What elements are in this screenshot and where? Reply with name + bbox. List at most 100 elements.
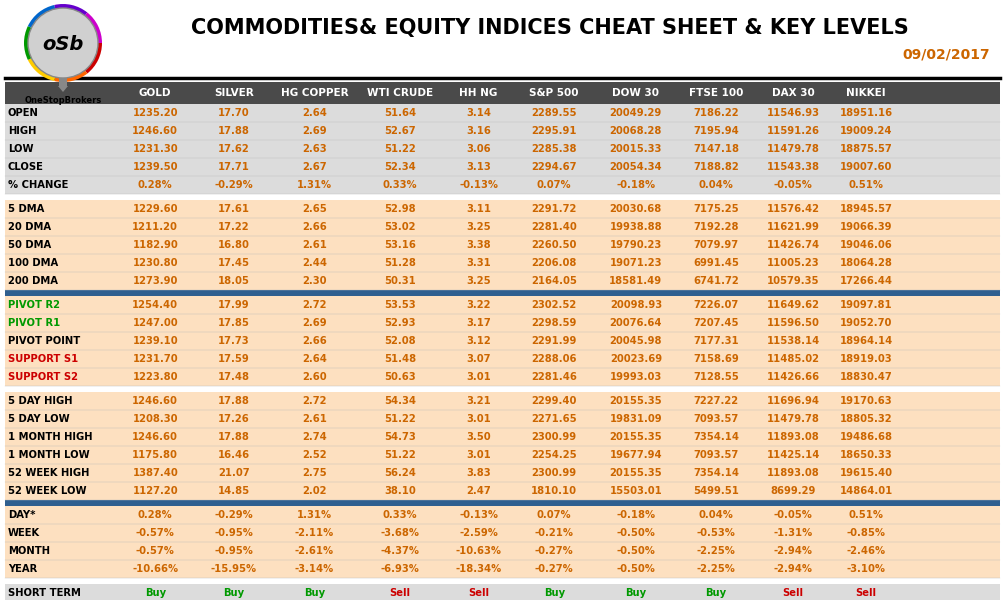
Text: 20155.35: 20155.35 bbox=[609, 396, 662, 406]
Wedge shape bbox=[28, 5, 55, 28]
Text: 17.88: 17.88 bbox=[218, 396, 250, 406]
Text: 56.24: 56.24 bbox=[384, 468, 416, 478]
Text: 52.67: 52.67 bbox=[384, 126, 416, 136]
Text: 7158.69: 7158.69 bbox=[693, 354, 739, 364]
Text: 0.33%: 0.33% bbox=[383, 510, 417, 520]
Bar bbox=[5, 104, 1000, 122]
Text: Buy: Buy bbox=[223, 588, 244, 598]
Text: 11543.38: 11543.38 bbox=[767, 162, 819, 172]
Text: 19066.39: 19066.39 bbox=[840, 222, 892, 232]
Text: -3.68%: -3.68% bbox=[381, 528, 419, 538]
Text: 18945.57: 18945.57 bbox=[840, 204, 892, 214]
Text: 3.12: 3.12 bbox=[466, 336, 491, 346]
Text: 21.07: 21.07 bbox=[218, 468, 249, 478]
Text: 1127.20: 1127.20 bbox=[133, 486, 178, 496]
Text: 1 MONTH LOW: 1 MONTH LOW bbox=[8, 450, 89, 460]
Text: 20049.29: 20049.29 bbox=[610, 108, 662, 118]
Text: 2254.25: 2254.25 bbox=[532, 450, 577, 460]
Text: 18875.57: 18875.57 bbox=[840, 144, 892, 154]
Bar bbox=[5, 82, 1000, 104]
Text: 17.59: 17.59 bbox=[218, 354, 249, 364]
Text: 7093.57: 7093.57 bbox=[693, 414, 739, 424]
Text: HG COPPER: HG COPPER bbox=[280, 88, 349, 98]
Text: -0.18%: -0.18% bbox=[616, 180, 655, 190]
Text: 2291.72: 2291.72 bbox=[532, 204, 577, 214]
Text: 11621.99: 11621.99 bbox=[767, 222, 819, 232]
Text: 3.01: 3.01 bbox=[466, 372, 491, 382]
Text: 1231.70: 1231.70 bbox=[133, 354, 178, 364]
Text: 17.62: 17.62 bbox=[218, 144, 249, 154]
Text: 3.06: 3.06 bbox=[466, 144, 490, 154]
Text: 1 MONTH HIGH: 1 MONTH HIGH bbox=[8, 432, 92, 442]
Text: 19831.09: 19831.09 bbox=[609, 414, 662, 424]
Text: 5 DAY HIGH: 5 DAY HIGH bbox=[8, 396, 72, 406]
Text: PIVOT POINT: PIVOT POINT bbox=[8, 336, 80, 346]
Text: 11893.08: 11893.08 bbox=[767, 468, 819, 478]
Text: 54.34: 54.34 bbox=[384, 396, 416, 406]
Text: 2271.65: 2271.65 bbox=[532, 414, 577, 424]
Text: 0.51%: 0.51% bbox=[848, 510, 883, 520]
Text: 2289.55: 2289.55 bbox=[532, 108, 577, 118]
Text: oSb: oSb bbox=[42, 35, 83, 55]
Bar bbox=[5, 176, 1000, 194]
Text: 50.31: 50.31 bbox=[384, 276, 416, 286]
Text: 5 DAY LOW: 5 DAY LOW bbox=[8, 414, 69, 424]
Text: -0.27%: -0.27% bbox=[535, 564, 574, 574]
Wedge shape bbox=[24, 26, 32, 60]
Text: 2.47: 2.47 bbox=[466, 486, 491, 496]
Text: 52.08: 52.08 bbox=[384, 336, 416, 346]
Text: 2.61: 2.61 bbox=[303, 414, 327, 424]
Text: 2281.40: 2281.40 bbox=[532, 222, 577, 232]
Text: 20054.34: 20054.34 bbox=[609, 162, 662, 172]
Text: 52.34: 52.34 bbox=[384, 162, 416, 172]
Text: 2302.52: 2302.52 bbox=[532, 300, 577, 310]
Text: 0.33%: 0.33% bbox=[383, 180, 417, 190]
Text: 2291.99: 2291.99 bbox=[532, 336, 577, 346]
Text: 1254.40: 1254.40 bbox=[133, 300, 178, 310]
Text: 17266.44: 17266.44 bbox=[839, 276, 892, 286]
Text: 20098.93: 20098.93 bbox=[610, 300, 662, 310]
Wedge shape bbox=[84, 13, 102, 43]
Text: HIGH: HIGH bbox=[8, 126, 36, 136]
Text: -2.94%: -2.94% bbox=[774, 564, 812, 574]
Text: 17.26: 17.26 bbox=[218, 414, 249, 424]
Text: 11479.78: 11479.78 bbox=[767, 414, 819, 424]
Text: -2.94%: -2.94% bbox=[774, 546, 812, 556]
Text: 19097.81: 19097.81 bbox=[840, 300, 892, 310]
Bar bbox=[5, 254, 1000, 272]
Text: 1810.10: 1810.10 bbox=[532, 486, 577, 496]
Wedge shape bbox=[54, 70, 87, 82]
Text: 50.63: 50.63 bbox=[384, 372, 416, 382]
Text: -2.25%: -2.25% bbox=[696, 564, 736, 574]
Text: Buy: Buy bbox=[145, 588, 166, 598]
Text: 19170.63: 19170.63 bbox=[840, 396, 892, 406]
Text: 0.28%: 0.28% bbox=[138, 180, 173, 190]
Text: 51.22: 51.22 bbox=[384, 450, 416, 460]
Bar bbox=[5, 560, 1000, 578]
Text: 19046.06: 19046.06 bbox=[840, 240, 892, 250]
Text: 11596.50: 11596.50 bbox=[767, 318, 819, 328]
Text: -3.10%: -3.10% bbox=[846, 564, 885, 574]
Text: DAX 30: DAX 30 bbox=[772, 88, 814, 98]
Text: 0.07%: 0.07% bbox=[537, 180, 572, 190]
Text: 19790.23: 19790.23 bbox=[610, 240, 662, 250]
Circle shape bbox=[28, 8, 98, 78]
Text: -0.85%: -0.85% bbox=[846, 528, 885, 538]
Text: 17.22: 17.22 bbox=[218, 222, 249, 232]
Text: 2.75: 2.75 bbox=[303, 468, 327, 478]
Text: 19009.24: 19009.24 bbox=[840, 126, 892, 136]
Text: -3.14%: -3.14% bbox=[294, 564, 334, 574]
Bar bbox=[5, 584, 1000, 600]
Text: 7177.31: 7177.31 bbox=[693, 336, 739, 346]
Text: 2206.08: 2206.08 bbox=[532, 258, 577, 268]
Bar bbox=[5, 500, 1000, 506]
Text: -0.13%: -0.13% bbox=[459, 180, 498, 190]
Text: 3.31: 3.31 bbox=[466, 258, 491, 268]
Text: 11426.66: 11426.66 bbox=[767, 372, 820, 382]
Text: SUPPORT S2: SUPPORT S2 bbox=[8, 372, 78, 382]
Text: 20 DMA: 20 DMA bbox=[8, 222, 51, 232]
Bar bbox=[5, 524, 1000, 542]
Bar bbox=[5, 332, 1000, 350]
Text: 2.66: 2.66 bbox=[303, 336, 327, 346]
Text: Sell: Sell bbox=[390, 588, 410, 598]
